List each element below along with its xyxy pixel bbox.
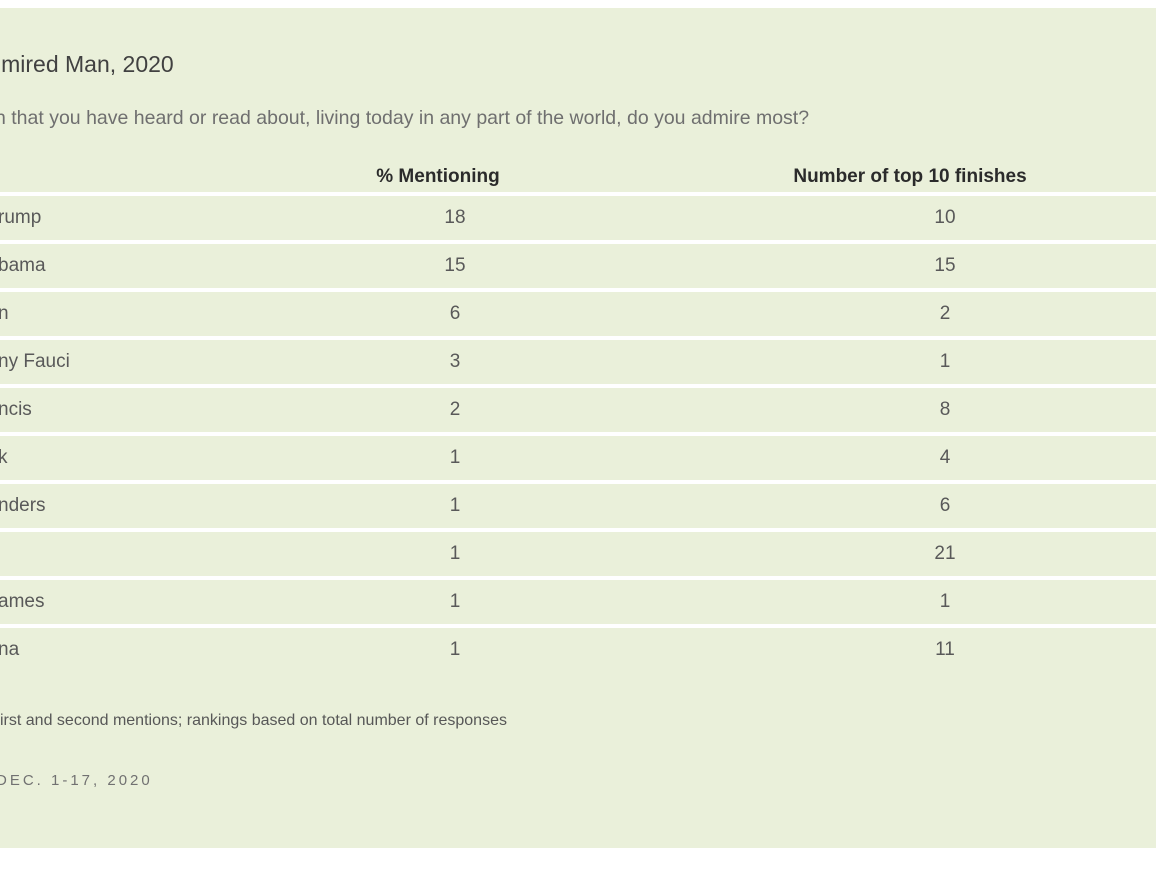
table-row: bama 15 15 (0, 244, 1156, 292)
survey-question: n that you have heard or read about, liv… (0, 107, 810, 129)
person-name-cell: ny Fauci (0, 351, 70, 372)
finishes-cell: 2 (939, 303, 951, 324)
mentioning-cell: 15 (444, 255, 466, 276)
mentioning-cell: 18 (444, 207, 466, 228)
table-row: k 1 4 (0, 436, 1156, 484)
table-row: na 1 11 (0, 628, 1156, 672)
column-header-finishes: Number of top 10 finishes (793, 166, 1027, 187)
finishes-cell: 4 (939, 447, 951, 468)
table-title: lmired Man, 2020 (0, 51, 174, 77)
column-header-mentioning: % Mentioning (376, 166, 500, 187)
finishes-cell: 15 (934, 255, 956, 276)
person-name-cell: na (0, 639, 20, 660)
finishes-cell: 10 (934, 207, 956, 228)
table-row: ncis 2 8 (0, 388, 1156, 436)
finishes-cell: 6 (939, 495, 951, 516)
mentioning-cell: 1 (449, 447, 461, 468)
finishes-cell: 1 (939, 351, 951, 372)
table-row: n 6 2 (0, 292, 1156, 340)
person-name-cell: nders (0, 495, 46, 516)
person-name-cell: n (0, 303, 9, 324)
footnote: irst and second mentions; rankings based… (0, 712, 507, 729)
table-row: ny Fauci 3 1 (0, 340, 1156, 388)
mentioning-cell: 1 (449, 639, 461, 660)
mentioning-cell: 1 (449, 591, 461, 612)
person-name-cell: bama (0, 255, 46, 276)
person-name-cell: rump (0, 207, 42, 228)
table-card: lmired Man, 2020 n that you have heard o… (0, 8, 1156, 848)
person-name-cell: ncis (0, 399, 32, 420)
mentioning-cell: 1 (449, 495, 461, 516)
table-body: rump 18 10 bama 15 15 n 6 2 ny Fauci 3 1… (0, 192, 1156, 672)
mentioning-cell: 3 (449, 351, 461, 372)
finishes-cell: 21 (934, 543, 956, 564)
finishes-cell: 8 (939, 399, 951, 420)
table-row: nders 1 6 (0, 484, 1156, 532)
finishes-cell: 1 (939, 591, 951, 612)
table-row: ames 1 1 (0, 580, 1156, 628)
person-name-cell: k (0, 447, 8, 468)
mentioning-cell: 2 (449, 399, 461, 420)
mentioning-cell: 1 (449, 543, 461, 564)
table-row: rump 18 10 (0, 196, 1156, 244)
person-name-cell: ames (0, 591, 45, 612)
mentioning-cell: 6 (449, 303, 461, 324)
table-row: 1 21 (0, 532, 1156, 580)
finishes-cell: 11 (935, 639, 955, 660)
source-line: DEC. 1-17, 2020 (0, 772, 153, 789)
